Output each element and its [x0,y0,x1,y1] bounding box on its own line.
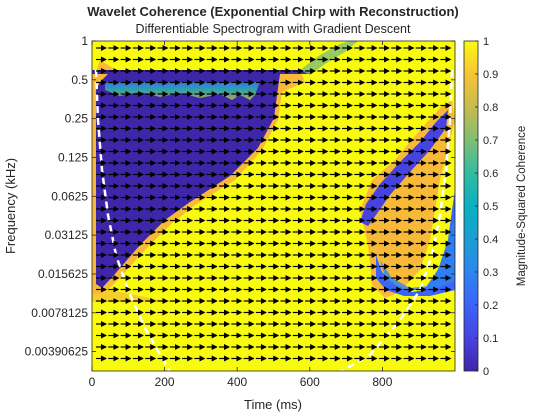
plot-frame [91,40,456,372]
y-tick-label: 0.5 [71,73,88,87]
coherence-transition-right [360,100,455,298]
coherence-low-right-tail [376,190,455,296]
y-tick-label: 0.03125 [45,228,89,242]
colorbar-tick-label: 0.7 [483,135,498,147]
chart-title: Wavelet Coherence (Exponential Chirp wit… [87,4,459,19]
colorbar-label: Magnitude-Squared Coherence [516,126,528,286]
colorbar-ticks: 0 0.1 0.2 0.3 0.4 0.5 0.6 0.7 0.8 0.9 1 [475,36,498,378]
coherence-top-right-ridge [300,41,358,75]
colorbar-tick-label: 0.1 [483,333,498,345]
colorbar-tick-label: 1 [483,36,489,48]
phase-arrows [96,45,452,362]
y-tick-label: 0.015625 [38,267,88,281]
colorbar-tick-label: 0.6 [483,168,498,180]
x-axis-label: Time (ms) [244,397,302,412]
x-axis-ticks: 0 200 400 600 800 [89,41,393,389]
colorbar-tick-label: 0.3 [483,267,498,279]
coherence-edge-left [105,82,260,100]
x-tick-label: 800 [372,375,392,389]
colorbar-tick-label: 0.4 [483,234,498,246]
plot-area [92,41,455,371]
y-tick-label: 1 [81,34,88,48]
chart-subtitle: Differentiable Spectrogram with Gradient… [136,22,411,36]
x-tick-label: 600 [300,375,320,389]
x-tick-label: 200 [155,375,175,389]
colorbar-tick-label: 0.8 [483,102,498,114]
colorbar-tick-label: 0.5 [483,201,498,213]
colorbar-tick-label: 0.9 [483,69,498,81]
y-tick-label: 0.0078125 [31,306,88,320]
y-axis-label: Frequency (kHz) [3,158,18,254]
x-tick-label: 400 [227,375,247,389]
y-tick-label: 0.125 [58,150,88,164]
coherence-low-right-core [380,215,455,290]
y-tick-label: 0.00390625 [25,345,89,359]
x-tick-label: 0 [89,375,96,389]
colorbar-tick-label: 0 [483,366,489,378]
y-tick-label: 0.25 [65,112,89,126]
y-tick-label: 0.0625 [51,189,88,203]
y-axis-ticks: 1 0.5 0.25 0.125 0.0625 0.03125 0.015625 0.0078… [25,34,455,359]
colorbar-tick-label: 0.2 [483,300,498,312]
